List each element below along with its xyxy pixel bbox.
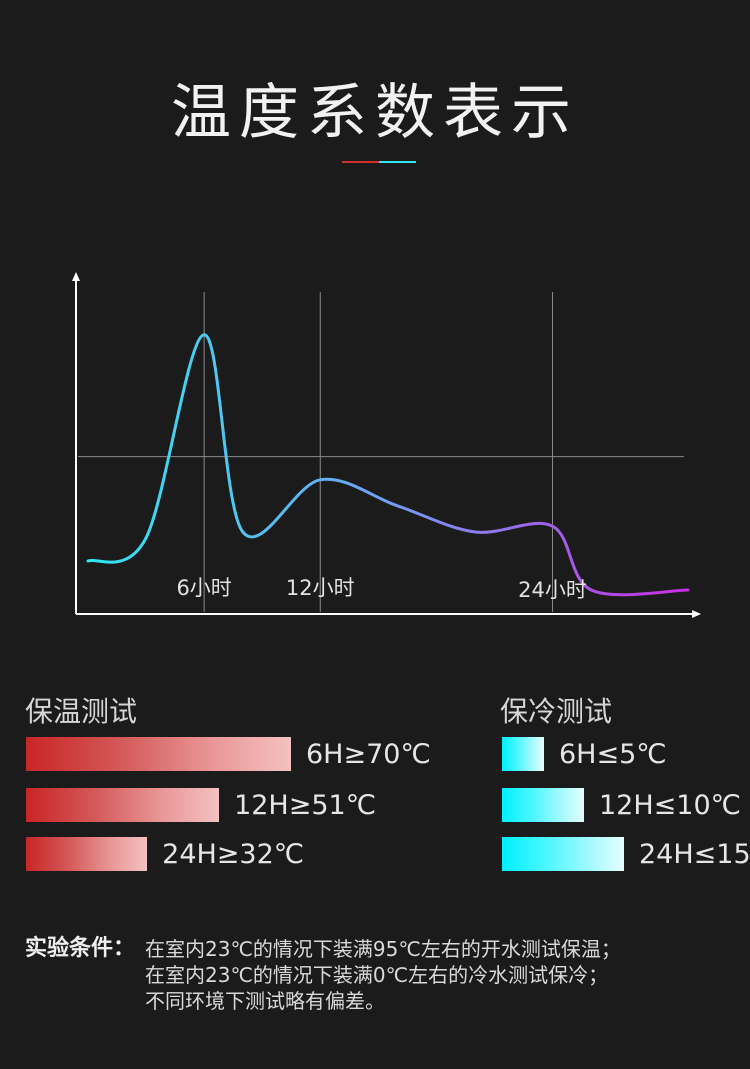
x-tick-label: 24小时 [518, 578, 587, 602]
cold-test-bar [502, 737, 544, 771]
heat-test-bar [26, 837, 148, 871]
y-axis-arrow-icon [72, 272, 80, 281]
cold-test-title: 保冷测试 [500, 695, 613, 728]
heat-test-title: 保温测试 [25, 695, 138, 728]
footer-label: 实验条件： [25, 936, 136, 961]
cold-test-bar [502, 788, 584, 822]
heat-test-label: 12H≥51℃ [234, 789, 377, 821]
footer-line: 在室内23℃的情况下装满95℃左右的开水测试保温； [145, 937, 621, 961]
footer-line: 在室内23℃的情况下装满0℃左右的冷水测试保冷； [145, 963, 609, 987]
heat-test-row: 6H≥70℃ [26, 737, 431, 771]
cold-test-row: 24H≤15℃ [502, 837, 750, 871]
heat-test-row: 24H≥32℃ [26, 837, 304, 871]
page-title: 温度系数表示 [171, 78, 579, 148]
x-tick-label: 12小时 [286, 576, 355, 600]
cold-test-row: 12H≤10℃ [502, 788, 741, 822]
cold-test-bar [502, 837, 624, 871]
heat-test-label: 24H≥32℃ [162, 838, 305, 870]
heat-test-bar [26, 737, 291, 771]
footer-lines: 在室内23℃的情况下装满95℃左右的开水测试保温； 在室内23℃的情况下装满0℃左… [145, 936, 621, 1014]
cold-test-label: 6H≤5℃ [559, 738, 667, 770]
cold-test-label: 24H≤15℃ [639, 838, 750, 870]
x-axis-arrow-icon [692, 610, 701, 618]
heat-test-row: 12H≥51℃ [26, 788, 376, 822]
cold-test-label: 12H≤10℃ [599, 789, 741, 821]
heat-test-label: 6H≥70℃ [306, 738, 431, 770]
x-tick-label: 6小时 [176, 576, 231, 600]
temperature-series-line [86, 333, 690, 597]
title-underline [342, 161, 416, 163]
cold-test-row: 6H≤5℃ [502, 737, 667, 771]
footer-line: 不同环境下测试略有偏差。 [145, 989, 385, 1013]
heat-test-bar [26, 788, 220, 822]
